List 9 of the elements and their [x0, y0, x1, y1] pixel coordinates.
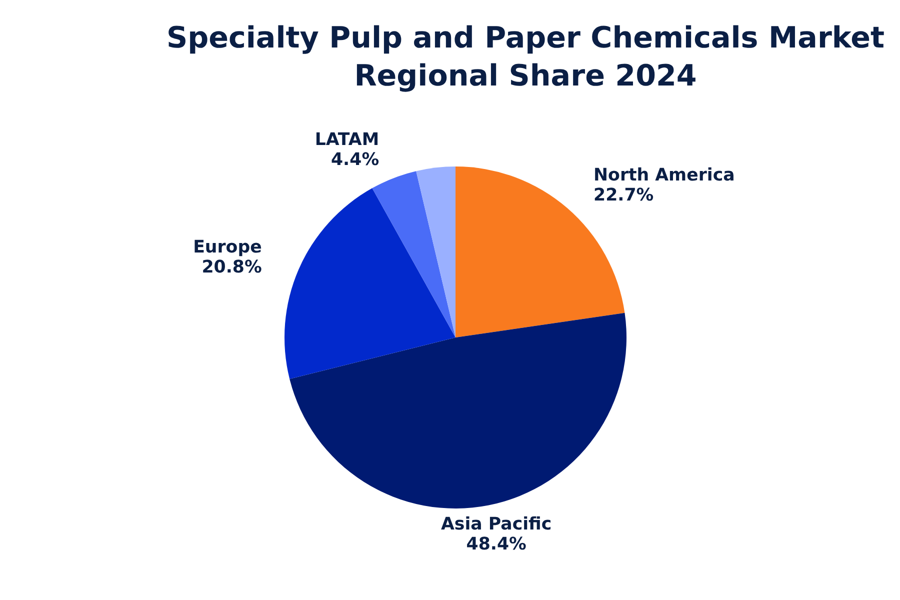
slice-label: North America: [594, 165, 735, 186]
data-label: 20.8%: [202, 258, 262, 278]
chart-title: Specialty Pulp and Paper Chemicals Market Regional Share 2024: [166, 20, 885, 92]
data-label: 4.4%: [331, 150, 380, 170]
slice-label: Asia Pacific: [441, 514, 552, 535]
data-label: 48.4%: [466, 534, 526, 555]
slice-label: Europe: [193, 238, 262, 258]
slice-label: LATAM: [314, 130, 380, 150]
data-label: 22.7%: [594, 185, 654, 206]
